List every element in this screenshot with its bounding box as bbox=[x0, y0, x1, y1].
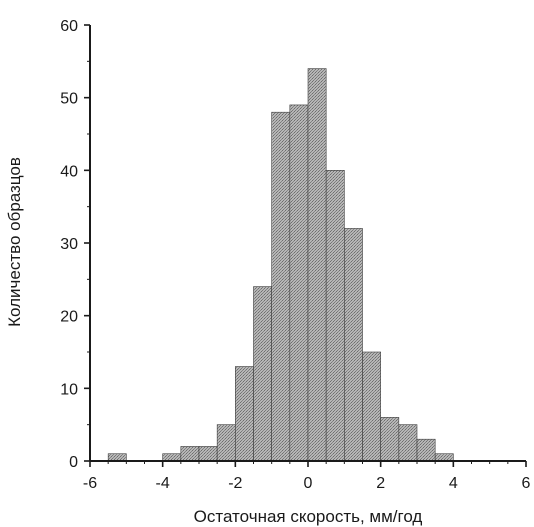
histogram-bar bbox=[325, 170, 345, 462]
x-tick-label: -2 bbox=[228, 475, 242, 492]
x-tick-label: 6 bbox=[522, 475, 531, 492]
axis-labels: Остаточная скорость, мм/год Количество о… bbox=[5, 157, 422, 526]
y-tick-label: 0 bbox=[69, 454, 78, 471]
x-axis-label: Остаточная скорость, мм/год bbox=[194, 507, 423, 526]
y-tick-label: 30 bbox=[60, 236, 78, 253]
y-tick-label: 50 bbox=[60, 91, 78, 108]
x-tick-label: -4 bbox=[156, 475, 170, 492]
x-tick-label: 4 bbox=[449, 475, 458, 492]
x-tick-label: 2 bbox=[376, 475, 385, 492]
histogram-bar bbox=[307, 68, 327, 462]
histogram-bar bbox=[344, 228, 363, 462]
histogram-bar bbox=[253, 286, 272, 462]
histogram-bar bbox=[180, 446, 200, 462]
histogram-bar bbox=[162, 453, 182, 462]
x-tick-label: -6 bbox=[83, 475, 97, 492]
histogram-bar bbox=[216, 424, 236, 462]
histogram-bars bbox=[107, 68, 454, 462]
histogram-bar bbox=[107, 453, 127, 462]
histogram-bar bbox=[198, 446, 218, 462]
y-tick-label: 60 bbox=[60, 18, 78, 35]
histogram-bar bbox=[362, 351, 381, 462]
y-tick-label: 10 bbox=[60, 381, 78, 398]
histogram-bar bbox=[271, 111, 291, 462]
histogram-bar bbox=[289, 104, 309, 462]
y-tick-label: 40 bbox=[60, 163, 78, 180]
y-tick-label: 20 bbox=[60, 309, 78, 326]
x-tick-label: 0 bbox=[304, 475, 313, 492]
histogram-bar bbox=[380, 417, 400, 462]
histogram-bar bbox=[235, 366, 254, 462]
histogram-bar bbox=[434, 453, 454, 462]
histogram-bar bbox=[416, 438, 436, 462]
y-axis-label: Количество образцов bbox=[5, 157, 24, 327]
histogram-bar bbox=[398, 424, 418, 462]
